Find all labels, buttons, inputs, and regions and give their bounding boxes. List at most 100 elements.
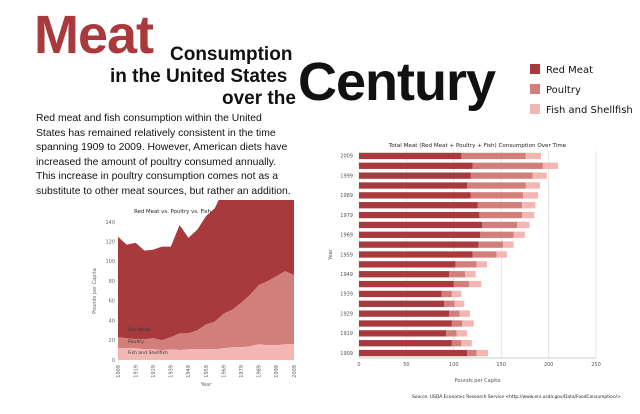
bar-red-meat xyxy=(359,310,450,317)
bar-poultry xyxy=(444,300,455,307)
area-series-fish-and-shellfish xyxy=(118,344,294,360)
area-y-tick-label: 140 xyxy=(105,220,115,226)
bar-y-tick-label: 1979 xyxy=(340,213,353,219)
bar-poultry xyxy=(446,330,457,337)
bar-x-tick-label: 200 xyxy=(544,362,554,368)
bar-fish-and-shellfish xyxy=(476,349,488,357)
legend-item-poultry: Poultry xyxy=(530,84,581,98)
bar-red-meat xyxy=(359,271,450,278)
area-x-tick-label: 1949 xyxy=(186,365,192,378)
bar-red-meat xyxy=(359,261,456,268)
bar-poultry xyxy=(470,172,533,179)
bar-fish-and-shellfish xyxy=(456,330,468,337)
bar-y-tick-label: 1909 xyxy=(340,351,353,357)
bar-y-tick-label: 1969 xyxy=(340,233,353,239)
bar-x-tick-label: 250 xyxy=(591,362,601,368)
bar-red-meat xyxy=(359,211,480,219)
bar-red-meat xyxy=(359,349,468,357)
bar-fish-and-shellfish xyxy=(459,310,470,317)
area-legend-label-fish-and-shellfish: Fish and Shellfish xyxy=(128,350,168,356)
bar-poultry xyxy=(470,192,524,199)
area-y-tick-label: 60 xyxy=(109,299,115,305)
bar-fish-and-shellfish xyxy=(522,202,536,209)
bar-poultry xyxy=(453,280,469,288)
bar-poultry xyxy=(467,182,526,189)
area-y-tick-label: 0 xyxy=(112,358,115,364)
source-note: Source: USDA Economic Research Service <… xyxy=(412,395,621,400)
area-y-tick-label: 100 xyxy=(105,259,115,265)
area-x-tick-label: 1959 xyxy=(204,365,210,378)
bar-poultry xyxy=(451,320,463,327)
bar-poultry xyxy=(482,221,518,229)
bar-y-tick-label: 1939 xyxy=(340,292,353,298)
bar-chart-title: Total Meat (Red Meat + Poultry + Fish) C… xyxy=(388,143,567,149)
bar-poultry xyxy=(472,251,497,258)
bar-poultry xyxy=(451,340,462,347)
bar-y-tick-label: 1929 xyxy=(340,311,353,317)
bar-fish-and-shellfish xyxy=(476,261,487,268)
bar-red-meat xyxy=(359,251,473,258)
legend-swatch-red-meat xyxy=(530,64,540,74)
legend-label-poultry: Poultry xyxy=(546,85,581,96)
area-series-poultry xyxy=(118,271,294,351)
bar-fish-and-shellfish xyxy=(465,271,476,278)
bar-red-meat xyxy=(359,231,481,238)
area-x-tick-label: 1919 xyxy=(133,365,139,378)
bar-chart: Total Meat (Red Meat + Poultry + Fish) C… xyxy=(328,143,601,384)
area-x-axis-label: Year xyxy=(200,382,213,388)
area-y-axis-label: Pounds per Capita xyxy=(92,268,98,314)
bar-red-meat xyxy=(359,320,452,327)
bar-fish-and-shellfish xyxy=(525,152,542,160)
bar-red-meat xyxy=(359,280,454,288)
bar-fish-and-shellfish xyxy=(517,221,530,229)
bar-fish-and-shellfish xyxy=(451,290,462,298)
bar-x-tick-label: 150 xyxy=(496,362,506,368)
bar-fish-and-shellfish xyxy=(468,280,482,288)
title-line-consumption: Consumption xyxy=(170,44,293,65)
area-x-tick-label: 2009 xyxy=(292,365,298,378)
area-y-tick-label: 120 xyxy=(105,240,115,246)
area-x-tick-label: 1999 xyxy=(274,365,280,378)
bar-fish-and-shellfish xyxy=(513,231,525,238)
bar-red-meat xyxy=(359,290,442,298)
bar-red-meat xyxy=(359,330,447,337)
area-x-tick-label: 1969 xyxy=(221,365,227,378)
area-legend-swatch-fish-and-shellfish xyxy=(121,350,126,355)
bar-x-tick-label: 50 xyxy=(403,362,409,368)
bar-poultry xyxy=(455,261,477,268)
title-line-in-united-states: in the United States xyxy=(110,66,288,87)
bar-red-meat xyxy=(359,241,479,248)
bar-x-axis-label: Pounds per Capita xyxy=(455,378,501,384)
bar-y-tick-label: 1959 xyxy=(340,252,353,258)
bar-red-meat xyxy=(359,182,468,189)
area-legend-swatch-red-meat xyxy=(121,327,126,332)
area-x-tick-label: 1979 xyxy=(239,365,245,378)
area-legend-label-red-meat: Red Meat xyxy=(128,327,150,333)
bar-red-meat xyxy=(359,192,471,199)
area-x-tick-label: 1939 xyxy=(169,365,175,378)
legend-swatch-poultry xyxy=(530,84,540,94)
bar-red-meat xyxy=(359,172,471,179)
bar-x-tick-label: 100 xyxy=(449,362,459,368)
bar-poultry xyxy=(449,310,460,317)
bar-y-axis-label: Year xyxy=(328,248,334,261)
area-chart-title: Red Meat vs. Poultry vs. Fish Consumptio… xyxy=(134,209,279,215)
bar-poultry xyxy=(479,211,523,219)
bar-x-tick-label: 0 xyxy=(357,362,360,368)
bar-red-meat xyxy=(359,152,462,160)
bar-y-tick-label: 1999 xyxy=(340,173,353,179)
area-y-tick-label: 40 xyxy=(109,318,115,324)
bar-red-meat xyxy=(359,202,478,209)
area-y-tick-label: 20 xyxy=(109,338,115,344)
legend-item-red-meat: Red Meat xyxy=(530,64,593,78)
bar-fish-and-shellfish xyxy=(454,300,465,307)
title-word-meat: Meat xyxy=(34,5,154,65)
bar-y-tick-label: 1919 xyxy=(340,331,353,337)
legend-label-fish: Fish and Shellfish xyxy=(546,105,633,116)
bar-red-meat xyxy=(359,162,473,169)
area-x-tick-label: 1929 xyxy=(151,365,157,378)
bar-fish-and-shellfish xyxy=(461,340,472,347)
bar-fish-and-shellfish xyxy=(522,211,535,219)
bar-y-tick-label: 2009 xyxy=(340,154,353,160)
bar-poultry xyxy=(467,349,477,357)
